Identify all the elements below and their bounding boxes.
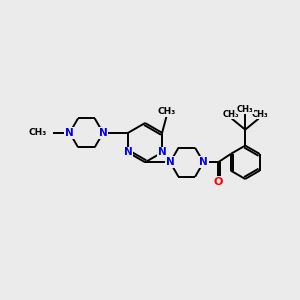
Text: N: N [166, 157, 175, 167]
Text: CH₃: CH₃ [158, 107, 176, 116]
Text: N: N [124, 148, 133, 158]
Text: CH₃: CH₃ [28, 128, 46, 137]
Text: N: N [158, 148, 167, 158]
Text: N: N [99, 128, 107, 138]
Text: CH₃: CH₃ [252, 110, 268, 119]
Text: CH₃: CH₃ [222, 110, 239, 119]
Text: CH₃: CH₃ [237, 105, 253, 114]
Text: N: N [199, 157, 208, 167]
Text: O: O [214, 177, 223, 187]
Text: N: N [65, 128, 74, 138]
